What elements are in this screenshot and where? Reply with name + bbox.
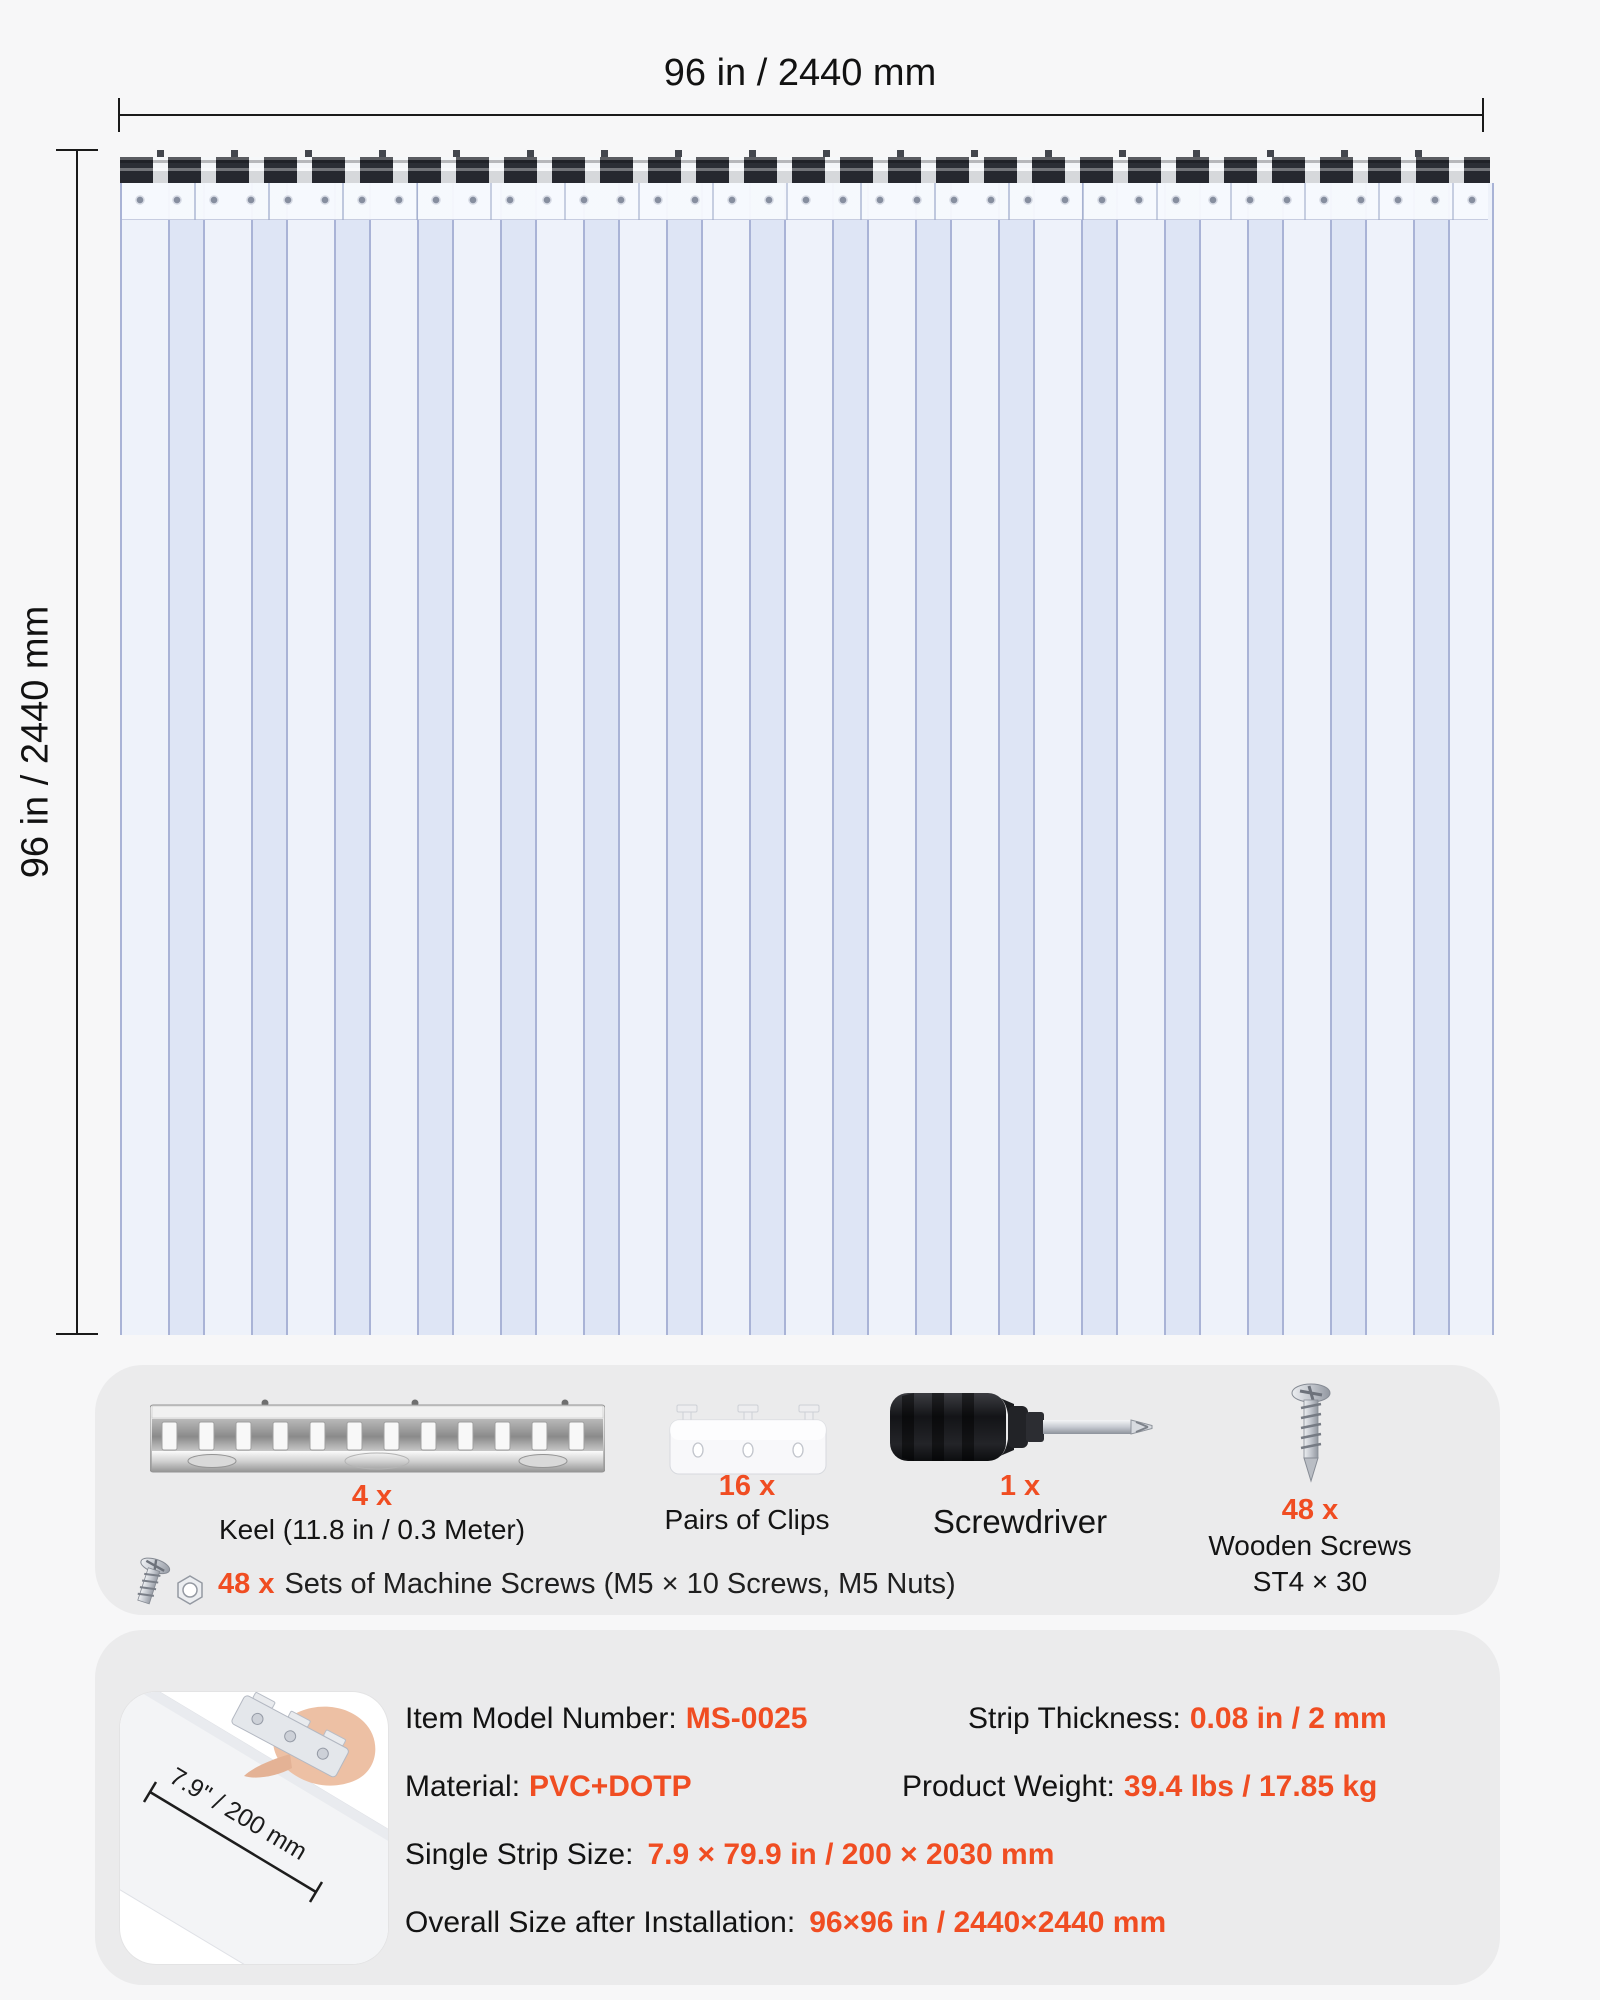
machine-screws-text: 48 x Sets of Machine Screws (M5 × 10 Scre… bbox=[218, 1568, 956, 1601]
pvc-strips bbox=[120, 183, 1494, 1335]
keel-rail-icon bbox=[150, 1399, 605, 1473]
spec-model-value: MS-0025 bbox=[685, 1702, 808, 1735]
spec-thickness-label: Strip Thickness: bbox=[968, 1702, 1181, 1735]
dimension-tick bbox=[1482, 98, 1484, 132]
spec-material-value: PVC+DOTP bbox=[529, 1770, 692, 1803]
spec-overall-size: Overall Size after Installation: 96×96 in… bbox=[405, 1906, 1166, 1940]
dimension-tick bbox=[56, 149, 98, 151]
spec-single-strip-size: Single Strip Size: 7.9 × 79.9 in / 200 × … bbox=[405, 1838, 1054, 1872]
wooden-screws-qty: 48 x bbox=[1281, 1494, 1339, 1526]
machine-screws-label: Sets of Machine Screws (M5 × 10 Screws, … bbox=[284, 1567, 956, 1600]
hanger-pins bbox=[126, 150, 1484, 158]
spec-model-label: Item Model Number: bbox=[405, 1702, 677, 1735]
spec-weight-value: 39.4 lbs / 17.85 kg bbox=[1123, 1770, 1378, 1803]
height-dimension-label: 96 in / 2440 mm bbox=[14, 605, 57, 879]
wooden-screws-label: Wooden Screws bbox=[1208, 1530, 1412, 1561]
spec-thickness: Strip Thickness: 0.08 in / 2 mm bbox=[968, 1702, 1387, 1736]
width-dimension-label: 96 in / 2440 mm bbox=[663, 52, 937, 94]
strip-photo: 7.9" / 200 mm bbox=[120, 1692, 388, 1964]
spec-material-label: Material: bbox=[405, 1770, 521, 1803]
spec-weight: Product Weight: 39.4 lbs / 17.85 kg bbox=[902, 1770, 1377, 1804]
spec-thickness-value: 0.08 in / 2 mm bbox=[1189, 1702, 1387, 1735]
spec-overall-size-label: Overall Size after Installation: bbox=[405, 1906, 796, 1939]
keel-qty: 4 x bbox=[351, 1480, 393, 1512]
spec-overall-size-value: 96×96 in / 2440×2440 mm bbox=[809, 1906, 1167, 1939]
wooden-screw-icon bbox=[1291, 1383, 1331, 1483]
screwdriver-label: Screwdriver bbox=[932, 1503, 1108, 1540]
machine-screw-nut-icon bbox=[137, 1557, 203, 1605]
screwdriver-icon bbox=[890, 1393, 1153, 1461]
dimension-tick bbox=[56, 1333, 98, 1335]
clips-label: Pairs of Clips bbox=[664, 1504, 830, 1535]
strip-curtain-image bbox=[120, 150, 1494, 1335]
clips-icon bbox=[669, 1404, 827, 1475]
machine-screws-row: 48 x Sets of Machine Screws (M5 × 10 Scre… bbox=[128, 1556, 956, 1612]
screwdriver-qty: 1 x bbox=[999, 1470, 1041, 1502]
spec-single-strip-size-label: Single Strip Size: bbox=[405, 1838, 634, 1871]
spec-weight-label: Product Weight: bbox=[902, 1770, 1115, 1803]
strip-photo-illustration bbox=[120, 1692, 388, 1964]
spec-model: Item Model Number: MS-0025 bbox=[405, 1702, 808, 1736]
wooden-screws-size: ST4 × 30 bbox=[1252, 1566, 1368, 1597]
clips-qty: 16 x bbox=[718, 1470, 776, 1502]
width-dimension-line bbox=[118, 98, 1484, 132]
height-dimension-line bbox=[56, 149, 98, 1335]
dimension-tick bbox=[118, 98, 120, 132]
keel-label: Keel (11.8 in / 0.3 Meter) bbox=[218, 1514, 526, 1545]
strip-top-plates bbox=[122, 183, 1488, 220]
spec-material: Material: PVC+DOTP bbox=[405, 1770, 692, 1804]
mounting-rail bbox=[120, 157, 1490, 183]
machine-screws-qty: 48 x bbox=[218, 1567, 275, 1600]
spec-single-strip-size-value: 7.9 × 79.9 in / 200 × 2030 mm bbox=[647, 1838, 1055, 1871]
